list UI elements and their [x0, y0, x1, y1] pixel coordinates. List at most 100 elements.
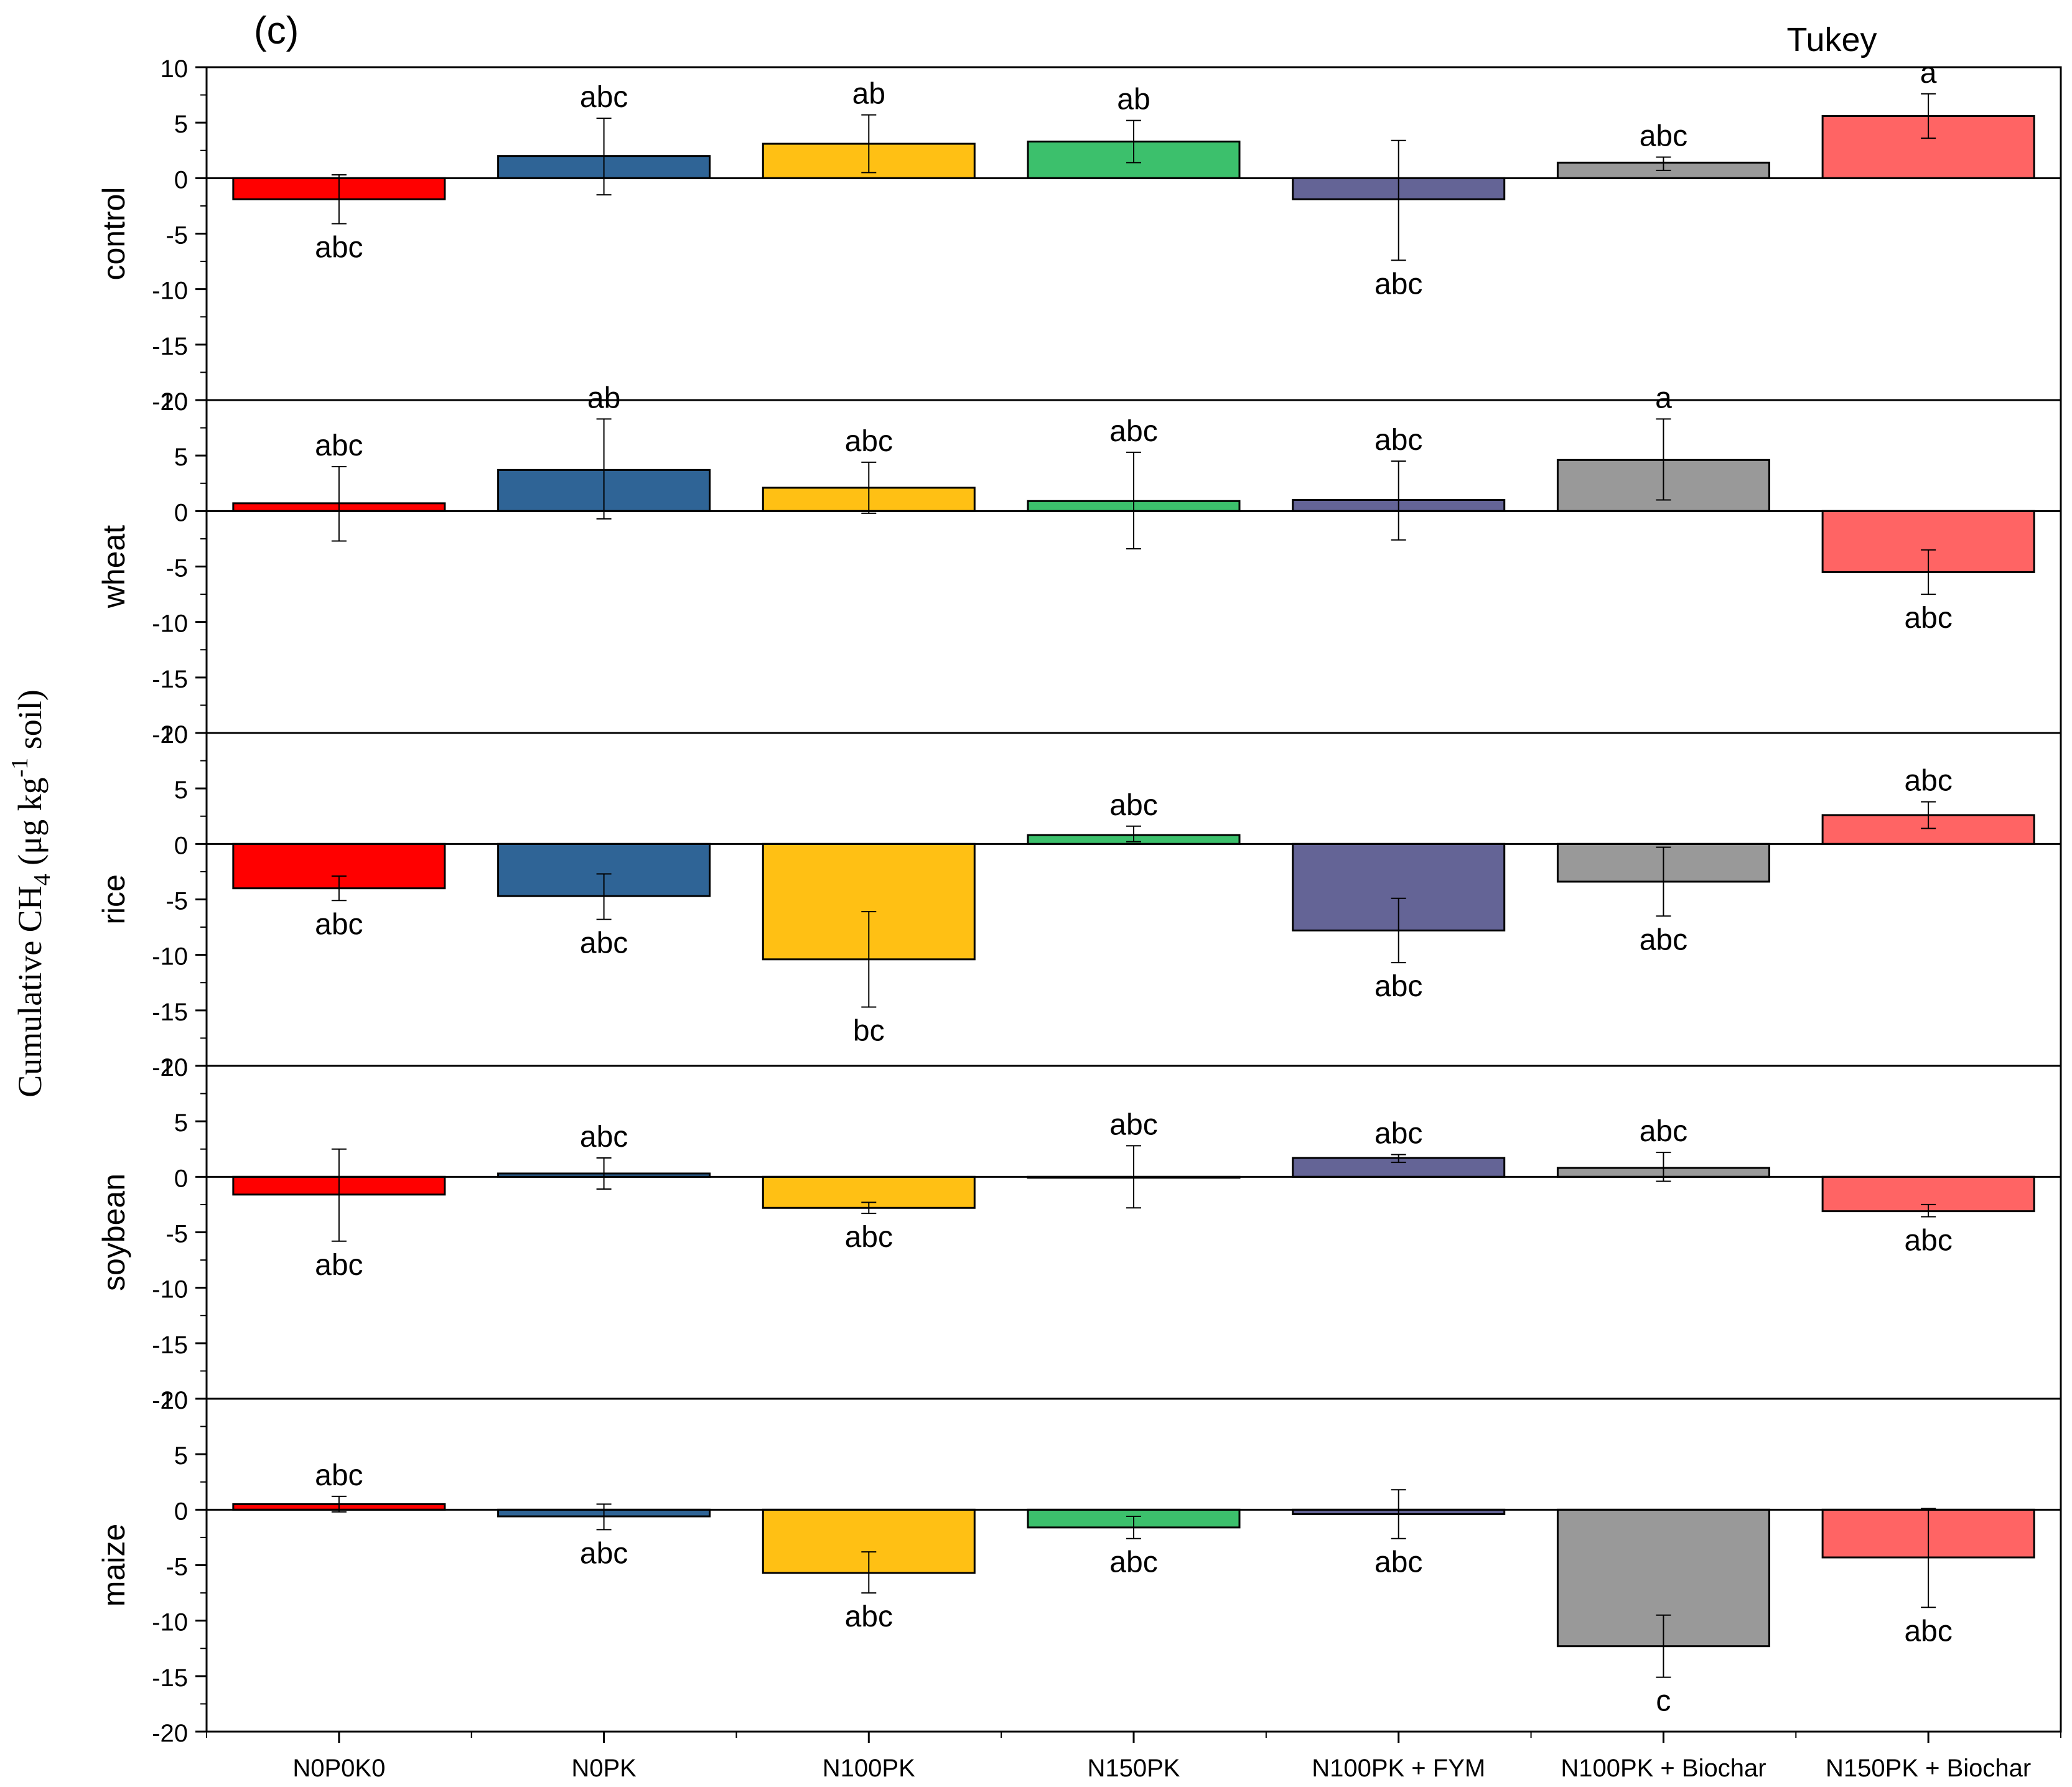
y-tick-label: -5 — [166, 888, 188, 915]
y-tick-label: 10 — [161, 721, 189, 749]
significance-letter: abc — [1904, 602, 1952, 635]
significance-letter: bc — [853, 1014, 885, 1047]
y-tick-label: -5 — [166, 555, 188, 582]
bar-soybean-2 — [762, 1175, 976, 1209]
significance-letter: ab — [587, 381, 620, 414]
significance-letter: abc — [1904, 765, 1952, 798]
significance-letter: abc — [1640, 1115, 1687, 1148]
y-tick-label: 5 — [174, 1442, 188, 1470]
panel-name-label: rice — [96, 874, 131, 925]
panel-name-label: control — [96, 187, 131, 280]
significance-letter: abc — [580, 1537, 628, 1570]
x-tick-label: N100PK + FYM — [1312, 1755, 1485, 1782]
y-tick-label: -10 — [152, 610, 188, 638]
significance-letter: a — [1920, 57, 1937, 90]
y-tick-label: -15 — [152, 1664, 188, 1692]
y-axis-title-main: Cumulative CH — [11, 885, 49, 1097]
y-tick-label: 10 — [161, 1054, 189, 1081]
x-tick-label: N100PK + Biochar — [1561, 1755, 1766, 1782]
y-axis-title-sub: 4 — [29, 874, 55, 885]
y-tick-label: -20 — [152, 1054, 188, 1081]
y-tick-label: 5 — [174, 777, 188, 804]
significance-letter: abc — [1904, 1615, 1952, 1648]
y-tick-label: -10 — [152, 1609, 188, 1636]
significance-letter: abc — [845, 1600, 893, 1633]
significance-letter: abc — [580, 1121, 628, 1154]
y-tick-label: 0 — [174, 1498, 188, 1525]
significance-letter: abc — [1109, 1108, 1157, 1141]
significance-letter: ab — [852, 78, 885, 111]
significance-letter: abc — [1374, 1117, 1422, 1150]
significance-letter: c — [1656, 1685, 1671, 1718]
panel-name-label: soybean — [96, 1173, 131, 1291]
significance-letter: abc — [315, 231, 363, 264]
panel-maize: -20 -15 -10 -5 0 5 10 maize abc abc abc abc abc c abc — [96, 1387, 2062, 1747]
panel-frame — [205, 399, 2062, 734]
y-tick-label: -10 — [152, 1276, 188, 1304]
y-tick-label: -15 — [152, 333, 188, 360]
test-label: Tukey — [1786, 21, 1877, 58]
x-axis: N0P0K0 N0PK N100PK N150PK N100PK + FYM N100PK… — [206, 1732, 2061, 1782]
significance-letter: abc — [845, 1221, 893, 1254]
y-axis-title-end: soil) — [11, 689, 49, 758]
significance-letter: abc — [1640, 119, 1687, 152]
panel-rice: -20 -15 -10 -5 0 5 10 rice abc abc bc abc abc abc abc — [96, 721, 2062, 1081]
y-tick-label: 0 — [174, 166, 188, 194]
panel-wheat: -20 -15 -10 -5 0 5 10 wheat abc ab abc abc abc a abc — [96, 381, 2062, 749]
x-tick-label: N100PK — [823, 1755, 915, 1782]
panel-frame — [205, 66, 2062, 401]
panel-frame — [205, 732, 2062, 1067]
significance-letter: abc — [1109, 1546, 1157, 1579]
significance-letter: abc — [315, 1249, 363, 1282]
y-tick-label: -20 — [152, 1720, 188, 1747]
y-axis-title: Cumulative CH4 (μg kg-1 soil) — [7, 689, 55, 1098]
y-tick-label: -20 — [152, 721, 188, 749]
x-tick-label: N0PK — [571, 1755, 637, 1782]
y-tick-label: -5 — [166, 222, 188, 250]
significance-letter: abc — [580, 927, 628, 960]
significance-letter: abc — [580, 81, 628, 114]
y-tick-label: -15 — [152, 666, 188, 693]
significance-letter: abc — [1374, 424, 1422, 457]
panel-name-label: wheat — [96, 525, 131, 609]
y-tick-label: -5 — [166, 1221, 188, 1248]
panel-name-label: maize — [96, 1524, 131, 1607]
y-tick-label: -20 — [152, 1387, 188, 1414]
significance-letter: abc — [1904, 1225, 1952, 1257]
panel-control: -20 -15 -10 -5 0 5 10 control abc abc ab ab abc abc a — [96, 55, 2062, 416]
panel-label: (c) — [254, 9, 299, 52]
y-tick-label: 0 — [174, 1165, 188, 1192]
significance-letter: abc — [1109, 789, 1157, 822]
significance-letter: abc — [1109, 415, 1157, 448]
significance-letter: abc — [1640, 923, 1687, 956]
y-tick-label: -15 — [152, 999, 188, 1026]
y-tick-label: -20 — [152, 388, 188, 416]
y-tick-label: -5 — [166, 1554, 188, 1581]
significance-letter: abc — [315, 1459, 363, 1492]
significance-letter: abc — [845, 425, 893, 458]
y-tick-label: 5 — [174, 444, 188, 471]
y-tick-label: -10 — [152, 278, 188, 305]
significance-letter: abc — [1374, 970, 1422, 1003]
y-tick-label: -15 — [152, 1332, 188, 1359]
significance-letter: abc — [1374, 1546, 1422, 1579]
y-tick-label: 10 — [161, 388, 189, 416]
y-axis-title-sup: -1 — [7, 758, 33, 778]
significance-letter: abc — [315, 908, 363, 941]
y-tick-label: 0 — [174, 499, 188, 526]
y-tick-label: -10 — [152, 943, 188, 971]
y-tick-label: 10 — [161, 55, 189, 83]
significance-letter: abc — [1374, 268, 1422, 301]
significance-letter: ab — [1117, 83, 1150, 116]
x-tick-label: N0P0K0 — [292, 1755, 385, 1782]
significance-letter: abc — [315, 429, 363, 462]
significance-letter: a — [1655, 381, 1672, 414]
y-tick-label: 5 — [174, 1109, 188, 1137]
x-tick-label: N150PK — [1088, 1755, 1180, 1782]
y-tick-label: 10 — [161, 1387, 189, 1414]
y-tick-label: 0 — [174, 832, 188, 859]
panel-soybean: -20 -15 -10 -5 0 5 10 soybean abc abc abc abc abc abc… — [96, 1054, 2062, 1414]
y-axis-title-mid: (μg kg — [11, 777, 49, 874]
